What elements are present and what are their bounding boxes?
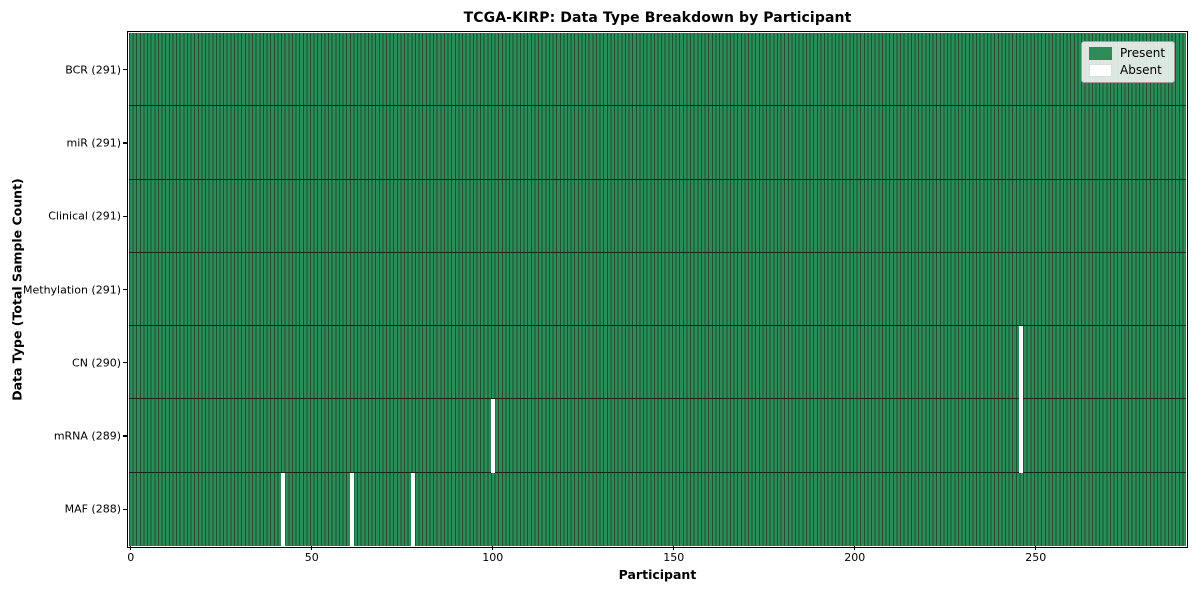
x-tick-label-250: 250 bbox=[1025, 551, 1047, 564]
x-tick-label-200: 200 bbox=[844, 551, 866, 564]
legend-label: Absent bbox=[1120, 63, 1162, 77]
heatmap-row-clinical bbox=[129, 179, 1186, 253]
x-tick-mark bbox=[673, 546, 675, 550]
y-tick-mark bbox=[123, 288, 128, 291]
x-axis-title: Participant bbox=[618, 567, 697, 582]
heatmap-row-mrna bbox=[129, 399, 1186, 473]
y-tick-label-methylation: Methylation (291) bbox=[23, 283, 121, 296]
x-tick-mark bbox=[854, 546, 856, 550]
legend-item-absent: Absent bbox=[1089, 64, 1165, 77]
plot-area bbox=[127, 31, 1188, 548]
y-tick-mark bbox=[123, 142, 128, 144]
y-tick-label-cn: CN (290) bbox=[72, 356, 121, 370]
y-tick-label-clinical: Clinical (291) bbox=[48, 209, 121, 223]
x-tick-mark bbox=[1035, 546, 1037, 550]
x-tick-label-150: 150 bbox=[663, 551, 685, 564]
chart-title: TCGA-KIRP: Data Type Breakdown by Partic… bbox=[463, 10, 852, 26]
absent-gap-maf-42 bbox=[280, 472, 285, 546]
x-tick-mark bbox=[492, 546, 494, 550]
absent-gap-mrna-246 bbox=[1019, 399, 1024, 473]
y-tick-label-mir: miR (291) bbox=[66, 136, 122, 150]
legend: Present Absent bbox=[1081, 41, 1176, 83]
y-tick-mark bbox=[123, 68, 128, 71]
heatmap-row-maf bbox=[129, 472, 1186, 546]
absent-swatch-icon bbox=[1089, 64, 1112, 77]
absent-gap-mrna-100 bbox=[490, 399, 495, 473]
x-tick-label-50: 50 bbox=[304, 551, 319, 564]
y-tick-mark bbox=[123, 435, 128, 437]
heatmap-row-bcr bbox=[129, 33, 1186, 107]
x-tick-label-0: 0 bbox=[127, 551, 135, 564]
present-swatch-icon bbox=[1089, 47, 1112, 60]
x-tick-mark bbox=[130, 546, 132, 550]
y-tick-mark bbox=[123, 362, 128, 364]
absent-gap-maf-61 bbox=[349, 472, 354, 546]
legend-label: Present bbox=[1120, 46, 1166, 60]
heatmap-row-cn bbox=[129, 326, 1186, 400]
x-tick-label-100: 100 bbox=[482, 551, 504, 564]
y-tick-label-maf: MAF (288) bbox=[64, 502, 121, 516]
absent-gap-maf-78 bbox=[411, 472, 416, 546]
x-tick-mark bbox=[311, 546, 313, 550]
heatmap-row-methylation bbox=[129, 252, 1186, 327]
heatmap-row-mir bbox=[129, 106, 1186, 180]
y-tick-label-bcr: BCR (291) bbox=[65, 63, 121, 77]
y-tick-mark bbox=[123, 215, 128, 217]
y-tick-label-mrna: mRNA (289) bbox=[53, 429, 121, 443]
legend-item-present: Present bbox=[1089, 47, 1165, 60]
absent-gap-cn-246 bbox=[1019, 326, 1024, 400]
y-tick-mark bbox=[123, 508, 128, 510]
